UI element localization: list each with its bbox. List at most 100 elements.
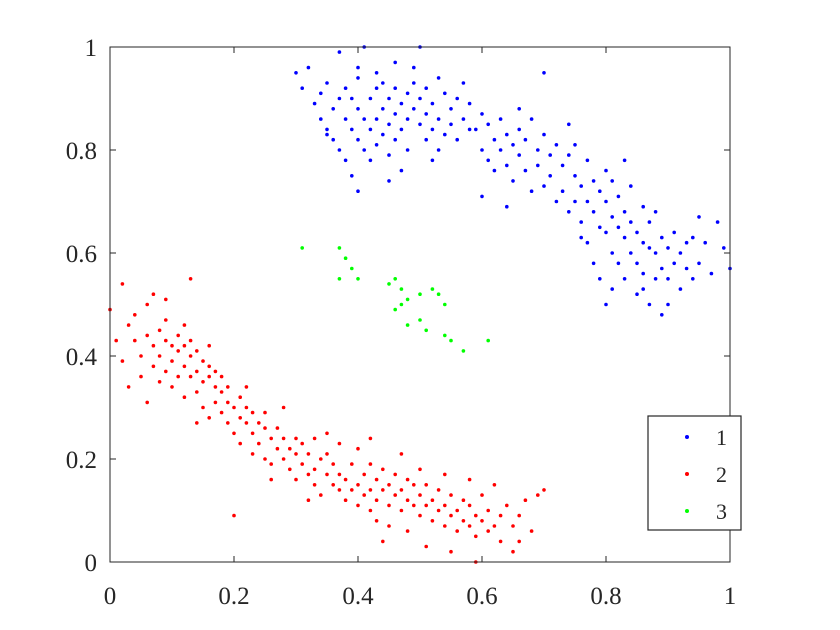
data-point: [480, 519, 484, 523]
data-point: [492, 483, 497, 487]
data-point: [405, 91, 410, 96]
data-point: [288, 467, 292, 472]
data-point: [529, 529, 534, 533]
data-point: [126, 385, 131, 389]
x-tick-label: 0.6: [466, 583, 497, 610]
data-point: [591, 210, 596, 214]
data-points: [108, 45, 732, 564]
data-point: [294, 436, 298, 441]
data-point: [356, 107, 360, 111]
data-point: [610, 215, 614, 219]
data-point: [393, 112, 398, 116]
x-tick-label: 0.4: [342, 583, 374, 610]
data-point: [176, 374, 180, 379]
data-point: [523, 498, 528, 503]
data-point: [554, 199, 559, 204]
data-point: [647, 246, 652, 250]
x-tick-label: 1: [724, 583, 737, 610]
data-point: [567, 122, 571, 127]
legend-entries: 1 2 3: [685, 425, 727, 524]
data-point: [449, 493, 453, 497]
data-point: [170, 343, 174, 348]
data-point: [629, 220, 633, 224]
data-point: [660, 235, 664, 240]
data-point: [405, 529, 410, 533]
data-point: [684, 240, 689, 245]
data-point: [412, 81, 416, 85]
data-point: [461, 349, 466, 353]
data-point: [350, 266, 354, 271]
x-tick-labels: 0 0.2 0.4 0.6 0.8 1: [104, 583, 737, 610]
data-point: [443, 302, 447, 307]
data-point: [244, 385, 249, 389]
data-point: [467, 503, 472, 508]
data-point: [207, 364, 211, 369]
data-point: [492, 168, 497, 173]
data-point: [430, 287, 435, 291]
data-point: [250, 410, 255, 415]
data-point: [480, 194, 484, 199]
data-point: [616, 261, 621, 266]
data-point: [511, 524, 515, 528]
data-point: [449, 107, 453, 111]
data-point: [511, 143, 515, 147]
data-point: [387, 483, 391, 487]
data-point: [337, 277, 342, 281]
data-point: [697, 215, 701, 219]
data-point: [145, 400, 149, 405]
data-point: [418, 467, 422, 472]
data-point: [474, 534, 478, 539]
data-point: [715, 220, 720, 224]
data-point: [368, 96, 373, 101]
data-point: [337, 472, 342, 477]
data-point: [238, 441, 242, 446]
data-point: [164, 297, 168, 302]
data-point: [176, 333, 180, 338]
data-point: [622, 235, 627, 240]
data-point: [151, 343, 156, 348]
data-point: [195, 349, 199, 353]
data-point: [529, 117, 534, 121]
data-point: [356, 76, 360, 80]
data-point: [424, 137, 429, 142]
data-point: [548, 153, 552, 157]
data-point: [157, 328, 162, 333]
data-point: [691, 235, 695, 240]
data-point: [201, 405, 205, 410]
data-point: [195, 369, 199, 374]
data-point: [412, 65, 416, 70]
data-point: [306, 65, 311, 70]
data-point: [306, 452, 311, 456]
data-point: [418, 493, 422, 497]
data-point: [529, 189, 534, 193]
data-point: [362, 493, 367, 497]
data-point: [641, 271, 645, 276]
data-point: [325, 431, 329, 436]
data-point: [598, 225, 602, 230]
data-point: [356, 65, 360, 70]
data-point: [182, 395, 187, 400]
data-point: [374, 498, 379, 503]
data-point: [151, 364, 156, 369]
data-point: [418, 513, 422, 518]
data-point: [269, 477, 274, 482]
data-point: [517, 127, 521, 132]
data-point: [201, 380, 205, 384]
data-point: [629, 184, 633, 188]
legend-entry-1: 1: [685, 425, 727, 450]
data-point: [505, 204, 509, 209]
data-point: [213, 400, 218, 405]
data-point: [517, 513, 521, 518]
data-point: [480, 112, 484, 116]
data-point: [641, 204, 645, 209]
data-point: [244, 421, 249, 425]
legend: 1 2 3: [647, 415, 742, 531]
data-point: [362, 148, 367, 152]
data-point: [554, 143, 559, 147]
data-point: [399, 452, 404, 456]
data-point: [610, 287, 614, 291]
data-point: [232, 431, 236, 436]
data-point: [374, 519, 379, 523]
data-point: [182, 364, 187, 369]
data-point: [653, 251, 658, 255]
